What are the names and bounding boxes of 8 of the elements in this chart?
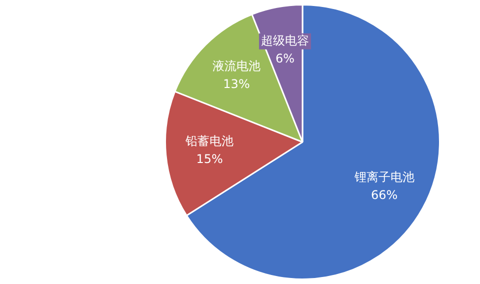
- data-label: 6%: [275, 51, 295, 66]
- slice-label: 铅蓄电池: [184, 134, 234, 148]
- slice-label: 超级电容: [261, 33, 310, 48]
- data-label: 66%: [370, 188, 398, 202]
- data-label: 13%: [223, 77, 250, 92]
- slice-label: 锂离子电池: [353, 170, 414, 184]
- data-label: 15%: [196, 152, 223, 166]
- slice-label: 液流电池: [212, 59, 261, 74]
